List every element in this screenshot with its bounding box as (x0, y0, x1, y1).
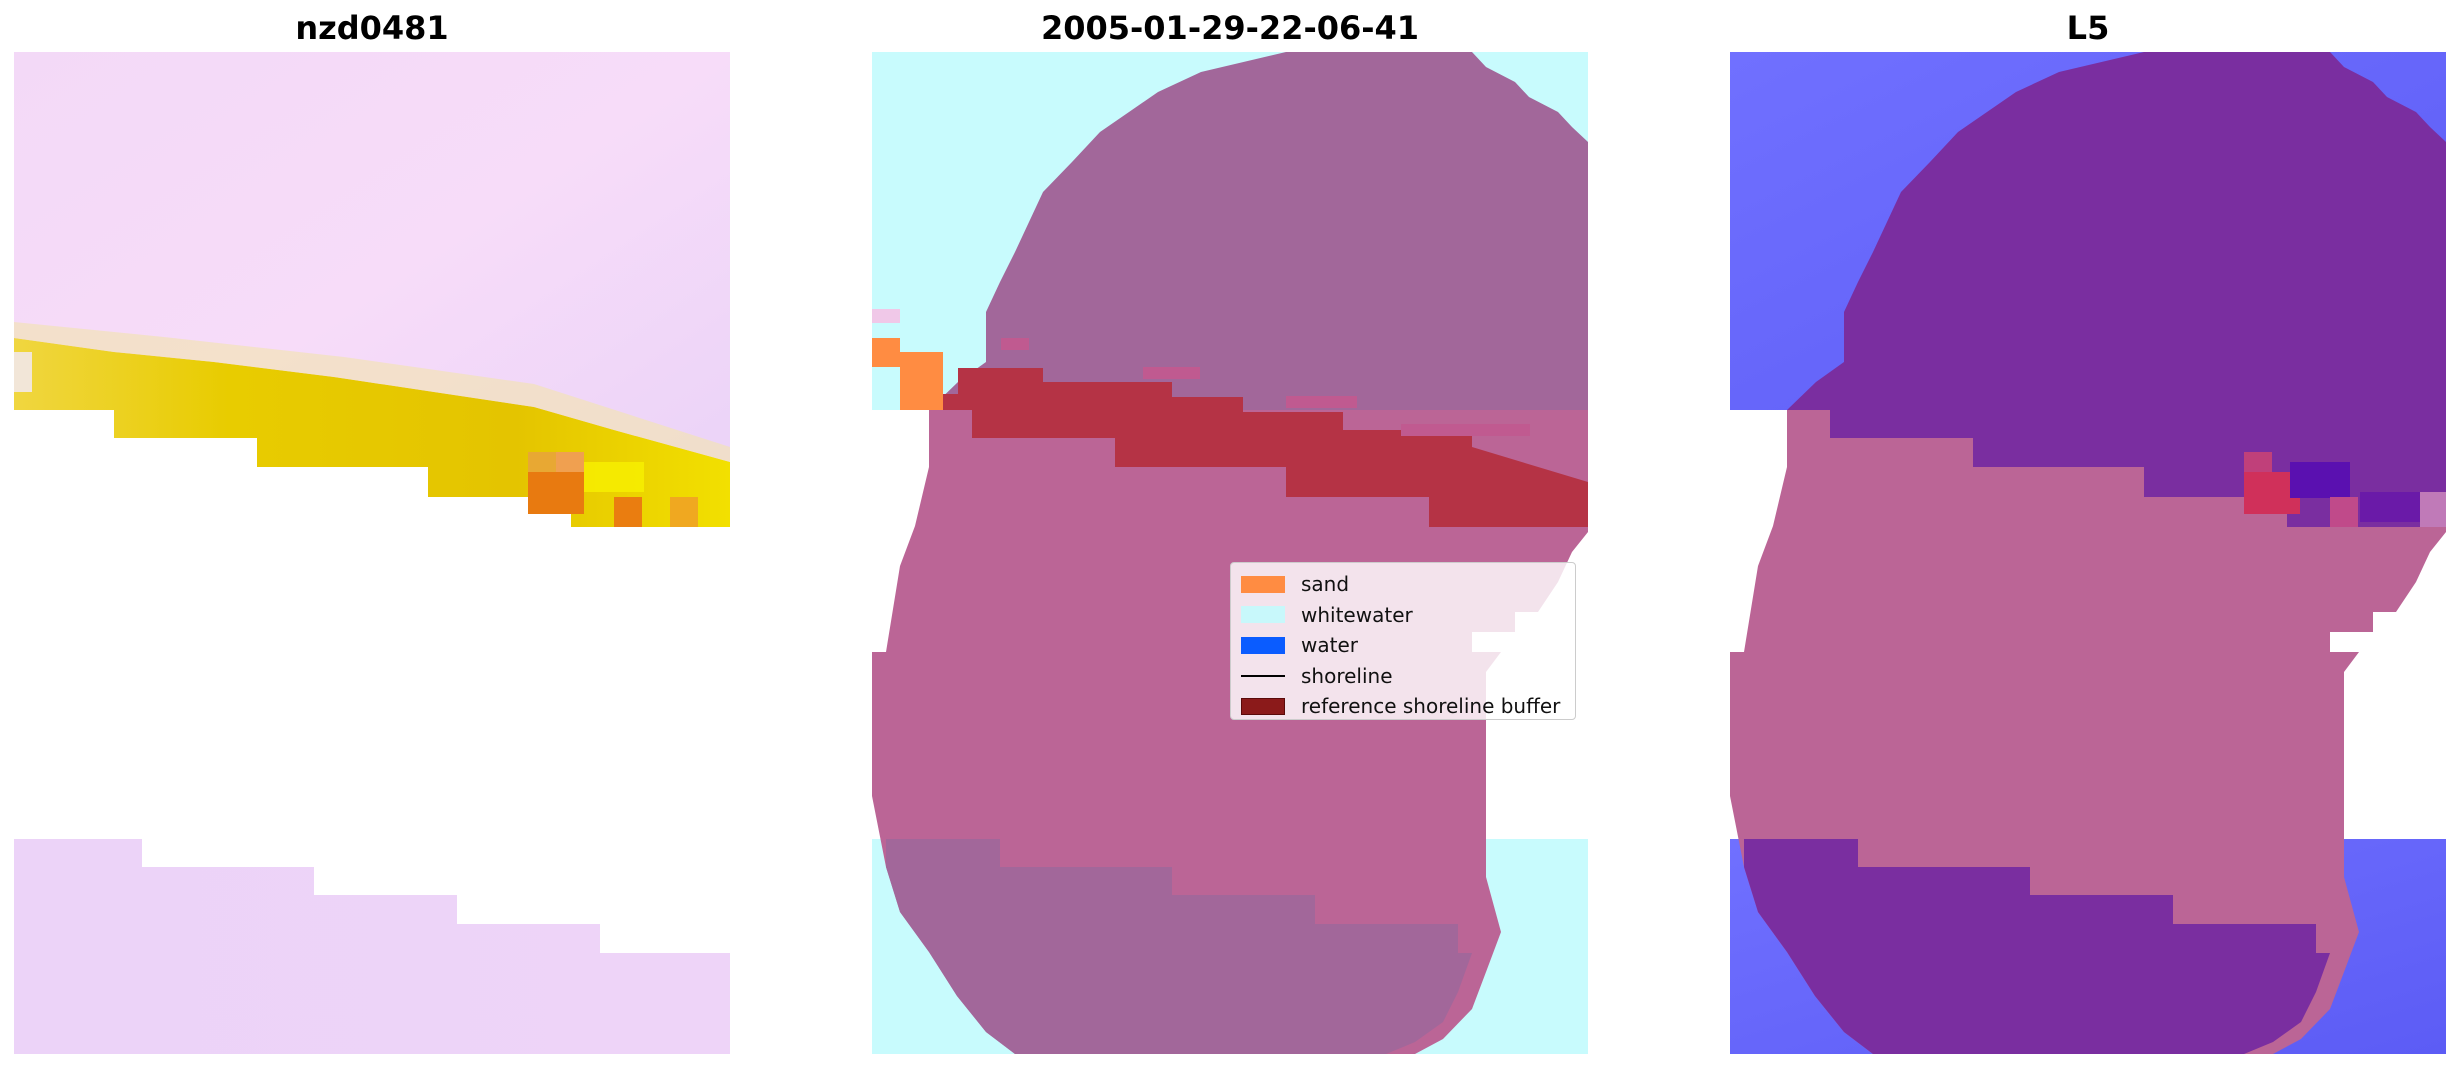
buffer-swatch (1241, 697, 1285, 715)
legend-item-buffer: reference shoreline buffer (1241, 691, 1565, 722)
panel-title-satellite: L5 (2066, 9, 2110, 47)
rgb-image (14, 52, 730, 1054)
legend-item-water: water (1241, 630, 1565, 661)
image-lavender-lower (14, 839, 730, 1054)
classification-map (872, 52, 1588, 1054)
legend-item-whitewater: whitewater (1241, 600, 1565, 631)
sand-patch (872, 338, 943, 410)
legend-label: whitewater (1301, 602, 1413, 627)
mask-purple-lower (886, 839, 1472, 1054)
mask-purple-upper (929, 52, 1588, 410)
shoreline-line-swatch (1241, 674, 1285, 677)
rgb-image-panel (14, 52, 730, 1054)
reference-shoreline-buffer (929, 368, 1588, 527)
water-swatch (1241, 636, 1285, 654)
legend: sand whitewater water shoreline referenc… (1230, 562, 1576, 720)
legend-label: water (1301, 633, 1358, 658)
panel-title-image: nzd0481 (295, 9, 449, 47)
legend-item-shoreline: shoreline (1241, 661, 1565, 692)
legend-label: sand (1301, 572, 1350, 597)
legend-label: reference shoreline buffer (1301, 694, 1561, 719)
sensor-panel (1730, 52, 2446, 1054)
classification-panel (872, 52, 1588, 1054)
whitewater-swatch (1241, 606, 1285, 624)
sensor-classified-upper (1787, 52, 2446, 527)
panel-title-date: 2005-01-29-22-06-41 (1040, 9, 1420, 47)
legend-label: shoreline (1301, 663, 1393, 688)
sensor-classified-lower (1744, 839, 2330, 1054)
legend-item-sand: sand (1241, 569, 1565, 600)
sensor-classification-map (1730, 52, 2446, 1054)
sand-swatch (1241, 575, 1285, 593)
